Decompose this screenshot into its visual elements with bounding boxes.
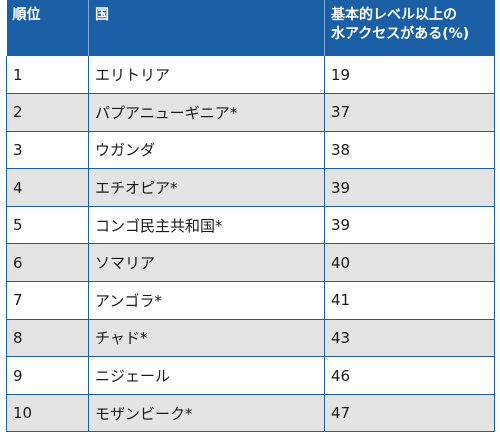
country-cell: パプアニューギニア* [88,93,325,132]
rank-cell: 9 [6,356,89,395]
value-cell: 41 [324,281,495,320]
country-cell: アンゴラ* [88,281,325,320]
value-cell: 19 [324,56,495,95]
country-cell: ニジェール [88,356,325,395]
table-row: 4 エチオピア* 39 [6,168,495,207]
rank-cell: 3 [6,131,89,170]
country-cell: コンゴ民主共和国* [88,206,325,245]
value-cell: 39 [324,168,495,207]
rank-cell: 2 [6,93,89,132]
value-cell: 39 [324,206,495,245]
rank-cell: 6 [6,243,89,283]
rank-cell: 8 [6,319,89,358]
header-water-access: 基本的レベル以上の 水アクセスがある(%) [324,0,495,56]
rank-cell: 10 [6,394,89,433]
table-row: 8 チャド* 43 [6,319,495,358]
value-cell: 38 [324,131,495,170]
table-row: 9 ニジェール 46 [6,356,495,395]
rank-cell: 5 [6,206,89,245]
value-cell: 47 [324,394,495,433]
country-cell: チャド* [88,319,325,358]
table-row: 6 ソマリア 40 [6,243,495,283]
header-water-access-line1: 基本的レベル以上の [331,7,457,23]
country-cell: ソマリア [88,243,325,283]
value-cell: 40 [324,243,495,283]
table-row: 3 ウガンダ 38 [6,131,495,170]
table-row: 7 アンゴラ* 41 [6,281,495,320]
table-header: 順位 国 基本的レベル以上の 水アクセスがある(%) [6,0,495,56]
header-row: 順位 国 基本的レベル以上の 水アクセスがある(%) [6,0,495,56]
table-row: 1 エリトリア 19 [6,56,495,95]
water-access-ranking-table: 順位 国 基本的レベル以上の 水アクセスがある(%) 1 エリトリア 19 2 … [6,0,495,433]
rank-cell: 7 [6,281,89,320]
table-row: 2 パプアニューギニア* 37 [6,93,495,132]
country-cell: エチオピア* [88,168,325,207]
rank-cell: 1 [6,56,89,95]
country-cell: エリトリア [88,56,325,95]
country-cell: モザンビーク* [88,394,325,433]
header-water-access-line2: 水アクセスがある(%) [331,26,470,42]
value-cell: 37 [324,93,495,132]
header-country: 国 [88,0,325,56]
value-cell: 46 [324,356,495,395]
header-rank: 順位 [6,0,89,56]
table-row: 10 モザンビーク* 47 [6,394,495,433]
rank-cell: 4 [6,168,89,207]
table-body: 1 エリトリア 19 2 パプアニューギニア* 37 3 ウガンダ 38 4 エ… [6,56,495,433]
country-cell: ウガンダ [88,131,325,170]
table-row: 5 コンゴ民主共和国* 39 [6,206,495,245]
value-cell: 43 [324,319,495,358]
